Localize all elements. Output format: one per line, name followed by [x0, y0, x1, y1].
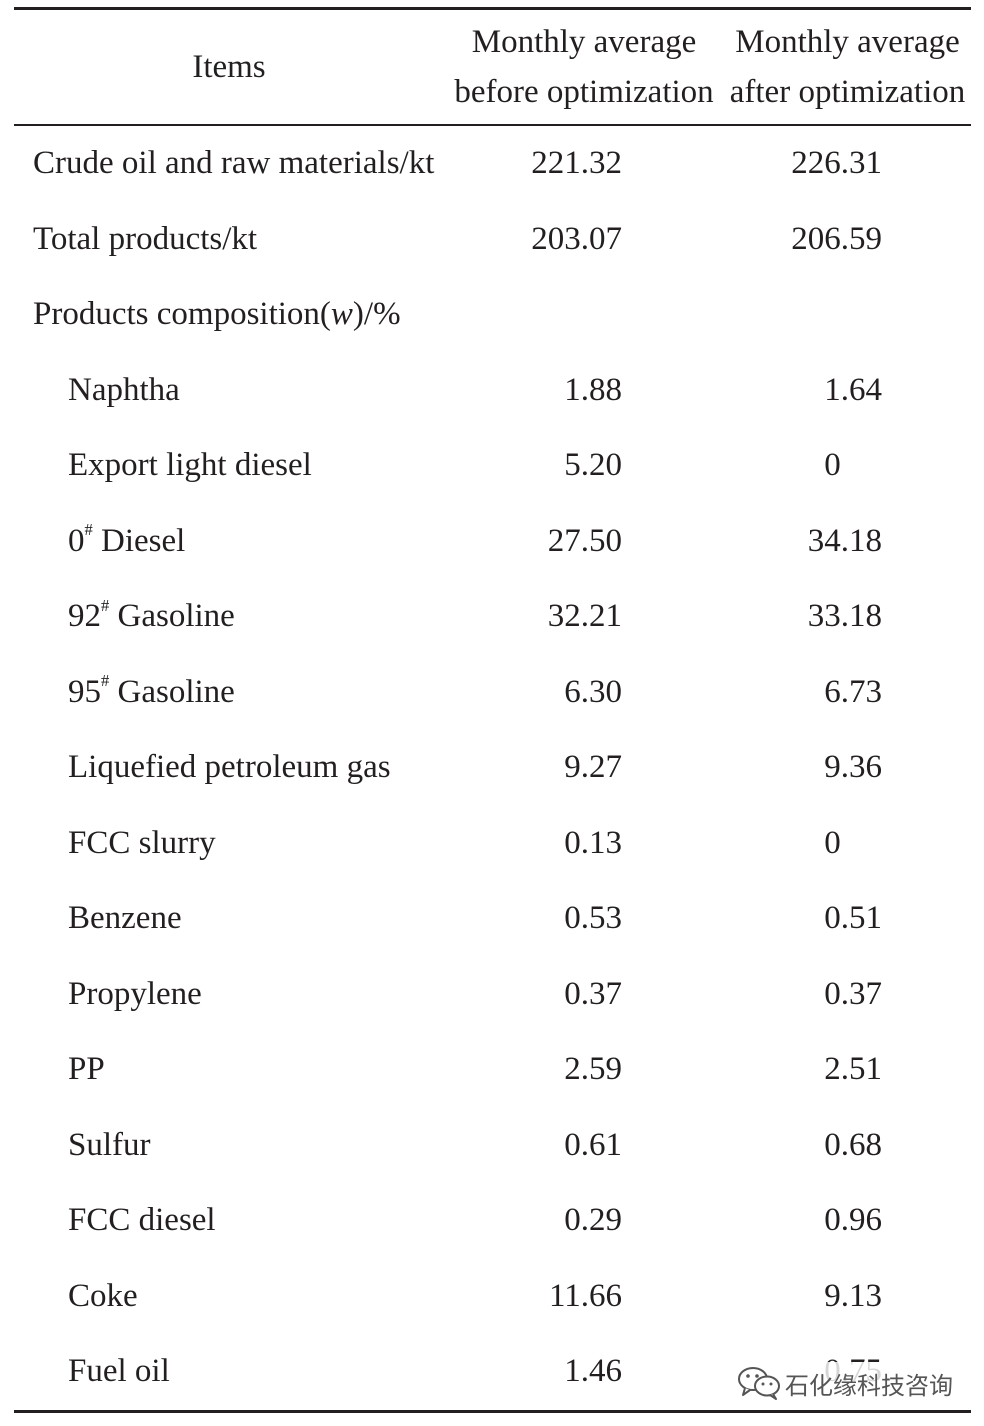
row-label-suffix: Diesel [101, 522, 186, 559]
value-after-optimization: 9.36 [824, 749, 882, 785]
value-after-optimization: 0.51 [824, 900, 882, 936]
row-label: FCC slurry [68, 824, 216, 861]
row-label: 0# Diesel [68, 504, 185, 580]
table-row: Propylene 0.37 0.37 [14, 957, 971, 1033]
header-items-column: Items [14, 9, 444, 124]
value-before-optimization: 1.88 [564, 371, 622, 408]
value-before-optimization: 32.21 [547, 598, 622, 634]
row-label: Naphtha [68, 371, 180, 408]
value-before-optimization: 0.29 [564, 1202, 622, 1238]
header-after-column: Monthly average after optimization [724, 9, 971, 124]
table-bottom-rule [14, 1410, 971, 1413]
table-row: FCC slurry 0.13 0 [14, 806, 971, 882]
table-row: Coke 11.66 9.13 [14, 1259, 971, 1335]
value-after-optimization: 34.18 [807, 522, 882, 559]
row-label-variable: w [330, 296, 353, 332]
row-label: 95# Gasoline [68, 655, 235, 731]
watermark: 石化缘科技咨询 [733, 1362, 961, 1404]
value-after-optimization: 9.13 [824, 1277, 882, 1314]
value-before-optimization: 0.13 [564, 824, 622, 861]
value-after-optimization: 0 [824, 447, 841, 483]
value-before-optimization: 0.37 [564, 975, 622, 1012]
table-row: PP 2.59 2.51 [14, 1032, 971, 1108]
header-before-line2: before optimization [454, 73, 714, 110]
wechat-icon [738, 1367, 780, 1400]
value-after-optimization: 206.59 [791, 220, 882, 257]
row-label: Benzene [68, 900, 182, 936]
value-after-optimization: 0.37 [824, 975, 882, 1012]
value-before-optimization: 0.61 [564, 1126, 622, 1163]
table-body: Crude oil and raw materials/kt 221.32 226.… [14, 126, 971, 1410]
table-row: Export light diesel 5.20 0 [14, 428, 971, 504]
table-top-rule [14, 7, 971, 10]
header-after-line2: after optimization [729, 73, 966, 110]
value-before-optimization: 0.53 [564, 900, 622, 936]
row-label: Sulfur [68, 1126, 151, 1163]
table-row: Sulfur 0.61 0.68 [14, 1108, 971, 1184]
table-row: Crude oil and raw materials/kt 221.32 226.… [14, 126, 971, 202]
row-label: Fuel oil [68, 1353, 170, 1389]
row-label: Liquefied petroleum gas [68, 749, 391, 785]
value-before-optimization: 2.59 [564, 1051, 622, 1087]
row-label: Coke [68, 1277, 138, 1314]
table-row-group-heading: Products composition(w)/% [14, 277, 971, 353]
row-label: PP [68, 1051, 105, 1087]
value-before-optimization: 6.30 [564, 673, 622, 710]
row-label: Products composition(w)/% [33, 277, 401, 353]
value-before-optimization: 5.20 [564, 447, 622, 483]
table-header: Items Monthly average before optimizatio… [14, 9, 971, 124]
row-label-superscript: # [101, 671, 110, 691]
row-label: Total products/kt [33, 220, 258, 257]
row-label-suffix: )/% [352, 296, 401, 332]
table-row: 95# Gasoline 6.30 6.73 [14, 655, 971, 731]
value-after-optimization: 226.31 [791, 145, 882, 181]
table-row: 0# Diesel 27.50 34.18 [14, 504, 971, 580]
row-label-text: 92 [68, 598, 101, 634]
table-header-rule [14, 124, 971, 126]
value-before-optimization: 1.46 [564, 1353, 622, 1389]
row-label: 92# Gasoline [68, 579, 235, 655]
row-label: Propylene [68, 975, 202, 1012]
table-row: FCC diesel 0.29 0.96 [14, 1183, 971, 1259]
row-label-superscript: # [84, 520, 93, 540]
row-label: Crude oil and raw materials/kt [33, 145, 435, 181]
value-after-optimization: 0 [824, 824, 841, 861]
table-row: 92# Gasoline 32.21 33.18 [14, 579, 971, 655]
value-after-optimization: 33.18 [807, 598, 882, 634]
watermark-text: 石化缘科技咨询 [785, 1371, 953, 1400]
value-after-optimization: 0.96 [824, 1202, 882, 1238]
table-row: Naphtha 1.88 1.64 [14, 353, 971, 429]
header-before-column: Monthly average before optimization [444, 9, 724, 124]
row-label-suffix: Gasoline [117, 673, 235, 710]
value-before-optimization: 9.27 [564, 749, 622, 785]
header-after-line1: Monthly average [735, 23, 960, 60]
row-label-text: 0 [68, 522, 85, 559]
row-label: Export light diesel [68, 447, 312, 483]
value-after-optimization: 2.51 [824, 1051, 882, 1087]
table-row: Benzene 0.53 0.51 [14, 881, 971, 957]
row-label-text: 95 [68, 673, 101, 710]
value-before-optimization: 27.50 [547, 522, 622, 559]
value-before-optimization: 11.66 [548, 1277, 622, 1314]
value-before-optimization: 203.07 [531, 220, 622, 257]
value-before-optimization: 221.32 [531, 145, 622, 181]
header-items-label: Items [192, 48, 266, 85]
row-label-suffix: Gasoline [117, 598, 235, 634]
table-row: Liquefied petroleum gas 9.27 9.36 [14, 730, 971, 806]
row-label-text: Products composition( [33, 296, 331, 332]
value-after-optimization: 6.73 [824, 673, 882, 710]
value-after-optimization: 0.68 [824, 1126, 882, 1163]
header-before-line1: Monthly average [471, 23, 697, 60]
value-after-optimization: 1.64 [824, 371, 882, 408]
row-label-superscript: # [101, 595, 110, 615]
row-label: FCC diesel [68, 1202, 216, 1238]
table-row: Total products/kt 203.07 206.59 [14, 202, 971, 278]
